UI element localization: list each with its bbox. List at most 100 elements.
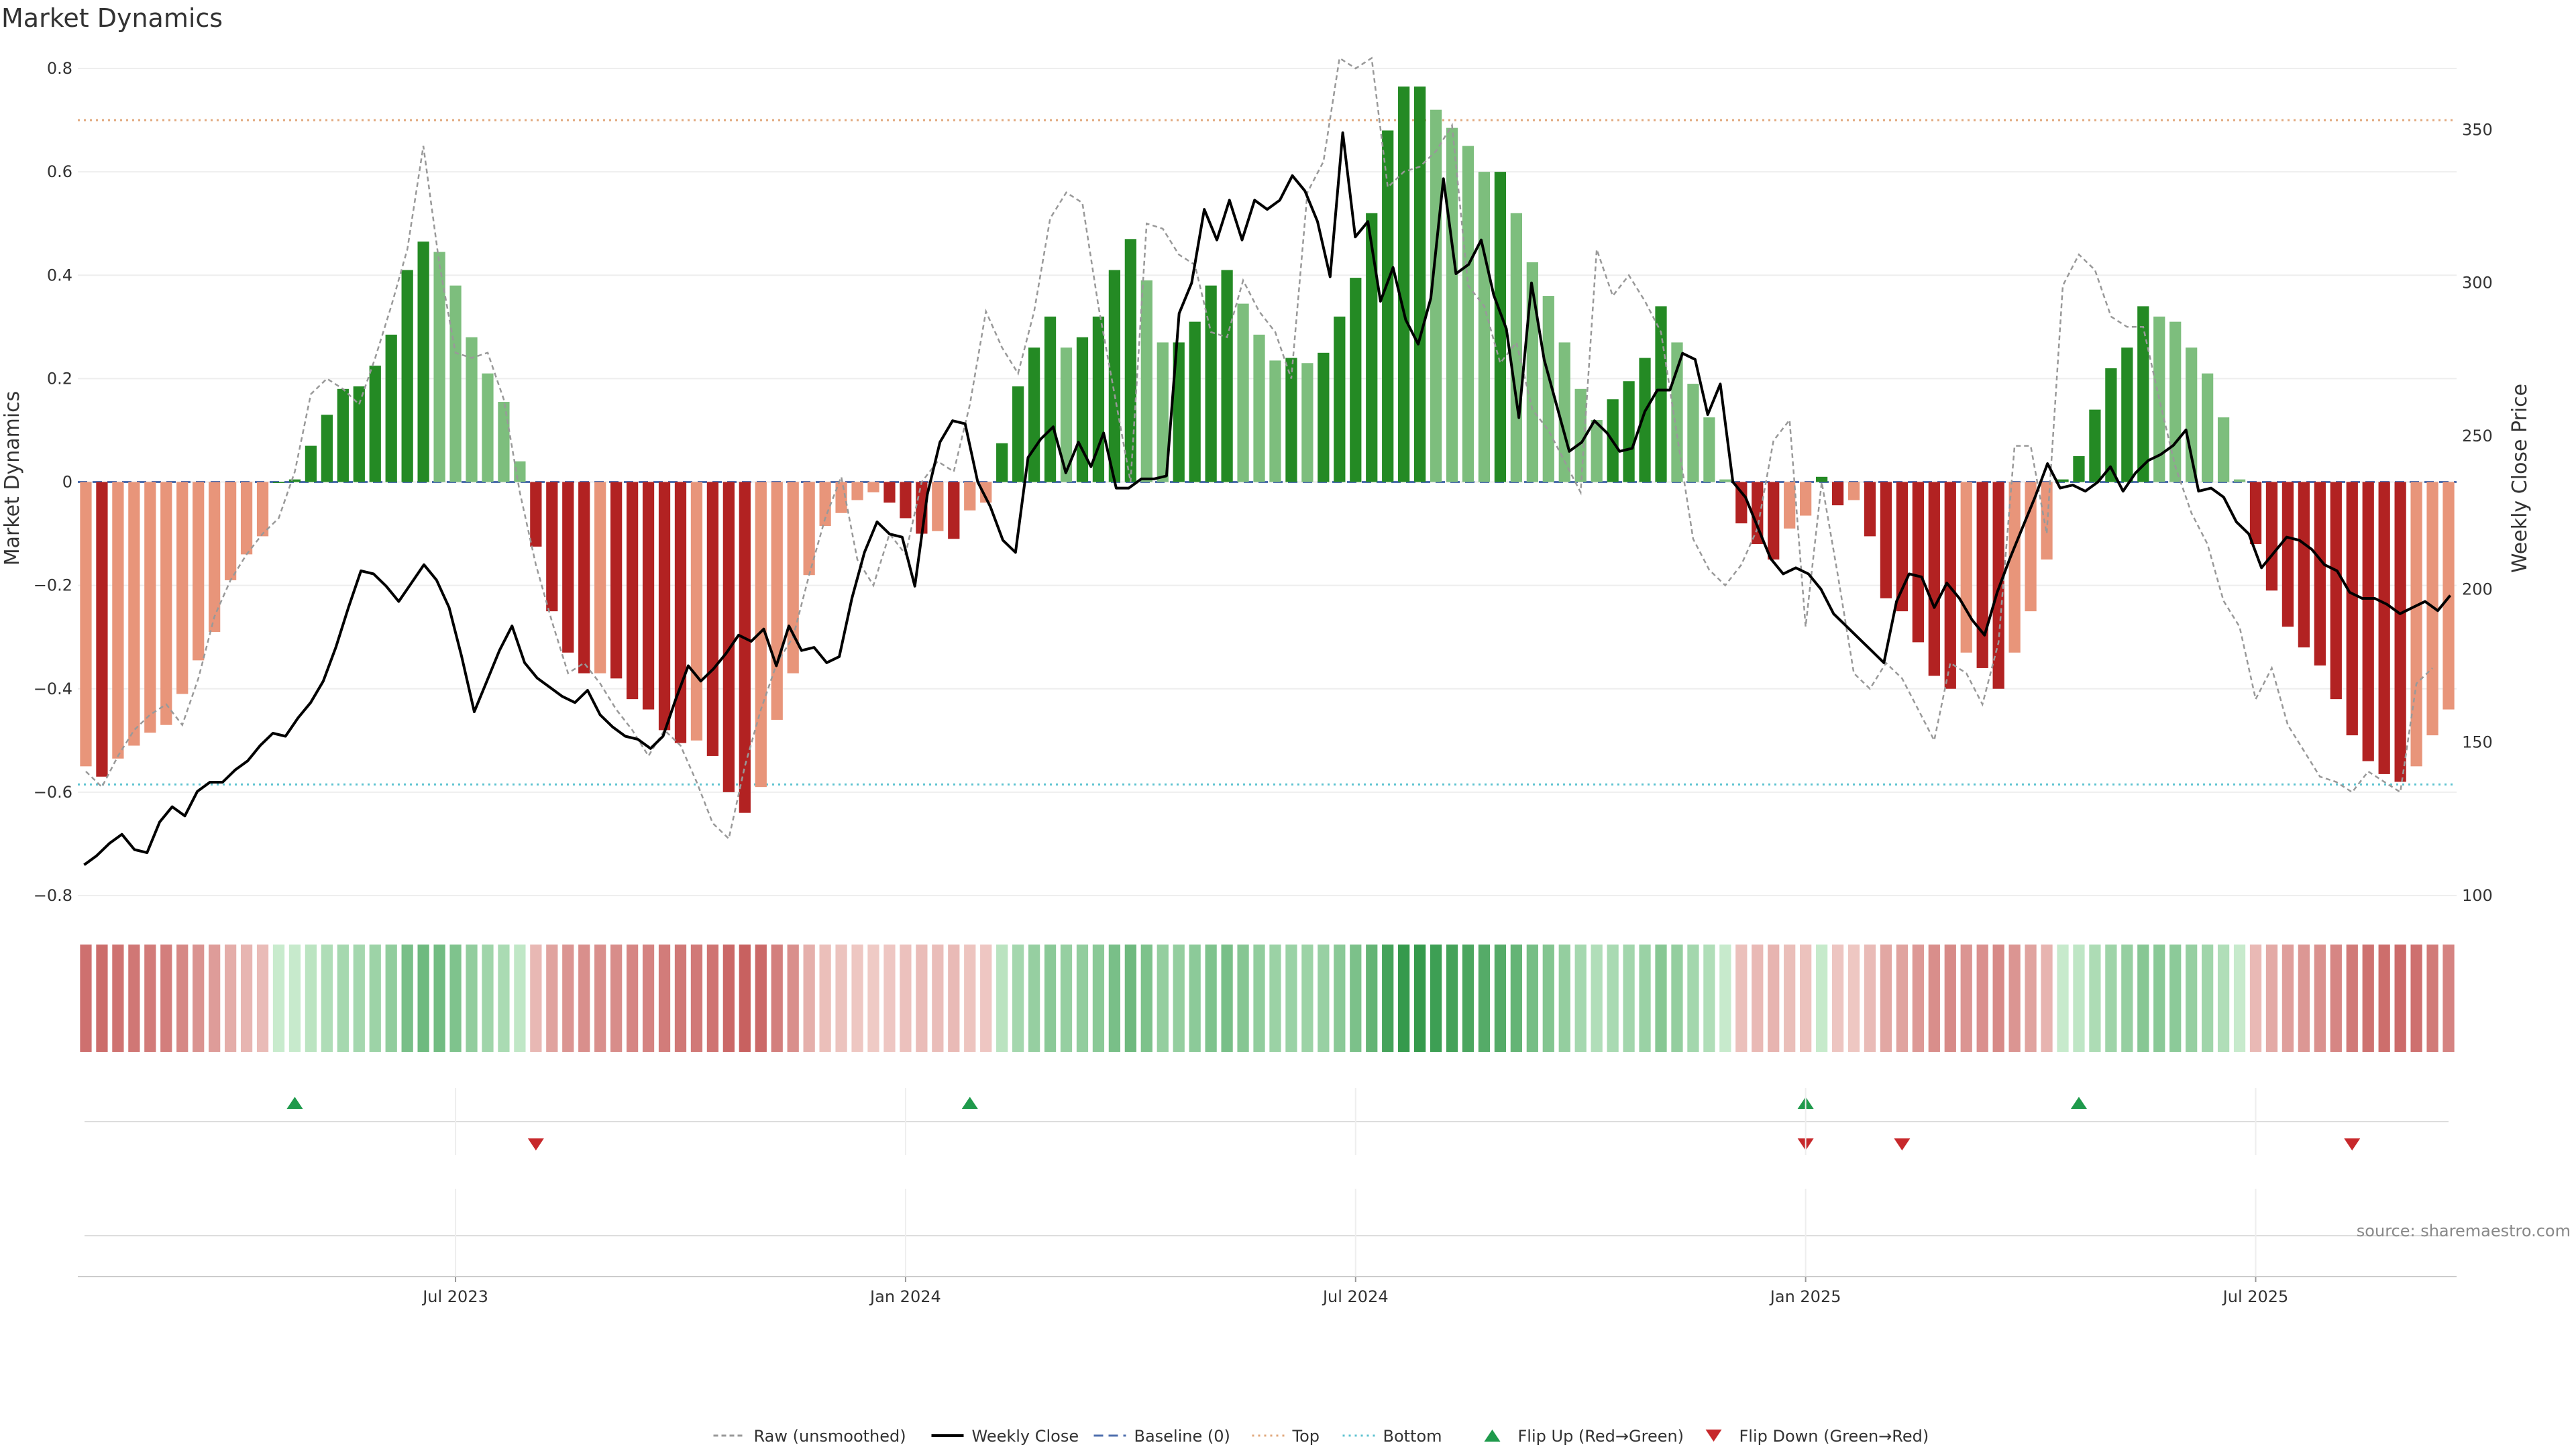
bar-42	[755, 482, 767, 788]
bar-26	[498, 402, 510, 482]
heat-cell-92	[1558, 945, 1570, 1052]
bar-0	[80, 482, 92, 767]
heat-cell-34	[626, 945, 639, 1052]
bar-61	[1060, 347, 1073, 482]
raw-series	[85, 56, 2433, 841]
bar-67	[1157, 342, 1169, 482]
bar-143	[2378, 482, 2390, 774]
bar-12	[272, 482, 285, 483]
bar-69	[1189, 321, 1201, 482]
heat-cell-49	[867, 945, 879, 1052]
bar-54	[948, 482, 960, 539]
heat-cell-48	[851, 945, 863, 1052]
bar-118	[1976, 482, 1988, 668]
bar-51	[900, 482, 912, 519]
bar-105	[1768, 482, 1780, 560]
bar-27	[514, 461, 526, 482]
heat-cell-60	[1044, 945, 1057, 1052]
bar-23	[449, 285, 462, 482]
bar-84	[1430, 109, 1442, 482]
bar-56	[980, 482, 992, 503]
bar-8	[209, 482, 221, 632]
heat-cell-66	[1140, 945, 1152, 1052]
bar-139	[2314, 482, 2326, 666]
flip-up-marker-3	[2070, 1097, 2087, 1109]
left-axis-ticks: 0.8 0.6 0.4 0.2 0 −0.2 −0.4 −0.6 −0.8	[34, 59, 72, 905]
heat-cell-71	[1221, 945, 1233, 1052]
heat-cell-64	[1108, 945, 1121, 1052]
bar-114	[1912, 482, 1924, 643]
heat-cell-121	[2025, 945, 2037, 1052]
flip-up-marker-0	[286, 1097, 303, 1109]
bar-16	[337, 388, 349, 482]
heat-cell-56	[980, 945, 992, 1052]
bar-15	[321, 415, 333, 482]
heat-cell-51	[900, 945, 912, 1052]
heat-cell-8	[209, 945, 221, 1052]
bar-83	[1413, 86, 1426, 482]
heat-cell-6	[176, 945, 189, 1052]
heat-cell-118	[1976, 945, 1988, 1052]
heat-cell-97	[1639, 945, 1651, 1052]
heat-cell-44	[787, 945, 799, 1052]
left-tick-7: −0.6	[34, 783, 72, 802]
bar-40	[722, 482, 735, 792]
heat-cell-147	[2443, 945, 2455, 1052]
bar-94	[1591, 420, 1603, 482]
bar-6	[176, 482, 189, 694]
heat-cell-27	[514, 945, 526, 1052]
bar-30	[562, 482, 574, 653]
heat-cell-15	[321, 945, 333, 1052]
bar-103	[1735, 482, 1748, 524]
heat-cell-11	[256, 945, 269, 1052]
bar-81	[1382, 130, 1394, 482]
bar-97	[1639, 358, 1651, 482]
bar-117	[1960, 482, 1972, 653]
right-tick-1: 300	[2462, 274, 2493, 292]
heat-cell-113	[1896, 945, 1909, 1052]
heat-cell-82	[1398, 945, 1410, 1052]
weekly-close-series	[83, 131, 2452, 866]
heat-cell-139	[2314, 945, 2326, 1052]
heat-cell-17	[353, 945, 365, 1052]
heat-cell-61	[1060, 945, 1073, 1052]
left-tick-4: 0	[62, 473, 72, 492]
heat-cell-85	[1446, 945, 1458, 1052]
heat-cell-143	[2378, 945, 2390, 1052]
flip-down-marker-0	[527, 1138, 544, 1150]
bar-25	[482, 373, 494, 482]
heat-cell-138	[2298, 945, 2310, 1052]
heat-cell-3	[128, 945, 140, 1052]
bar-85	[1446, 127, 1458, 482]
chart-title: Market Dynamics	[1, 3, 223, 33]
bar-144	[2394, 482, 2406, 782]
heat-cell-145	[2410, 945, 2422, 1052]
bar-11	[256, 482, 269, 537]
bar-10	[240, 482, 253, 555]
weekly-close-line	[83, 131, 2452, 866]
heat-strip	[80, 945, 2455, 1052]
heat-cell-100	[1687, 945, 1699, 1052]
bar-78	[1334, 316, 1346, 482]
legend-label-5: Flip Up (Red→Green)	[1518, 1427, 1684, 1446]
heat-cell-65	[1124, 945, 1136, 1052]
heat-cell-134	[2233, 945, 2246, 1052]
heat-cell-99	[1671, 945, 1683, 1052]
bar-120	[2008, 482, 2021, 653]
heat-cell-7	[193, 945, 205, 1052]
heat-cell-140	[2330, 945, 2342, 1052]
legend-label-6: Flip Down (Green→Red)	[1739, 1427, 1929, 1446]
bar-38	[690, 482, 703, 741]
heat-cell-23	[449, 945, 462, 1052]
legend-swatch-5	[1484, 1430, 1501, 1442]
heat-cell-127	[2121, 945, 2133, 1052]
bar-5	[160, 482, 172, 725]
heat-cell-137	[2282, 945, 2294, 1052]
heat-cell-26	[498, 945, 510, 1052]
right-tick-2: 250	[2462, 427, 2493, 445]
heat-cell-59	[1028, 945, 1040, 1052]
heat-cell-90	[1526, 945, 1538, 1052]
heat-cell-14	[305, 945, 317, 1052]
heat-cell-39	[706, 945, 719, 1052]
heat-cell-74	[1269, 945, 1281, 1052]
